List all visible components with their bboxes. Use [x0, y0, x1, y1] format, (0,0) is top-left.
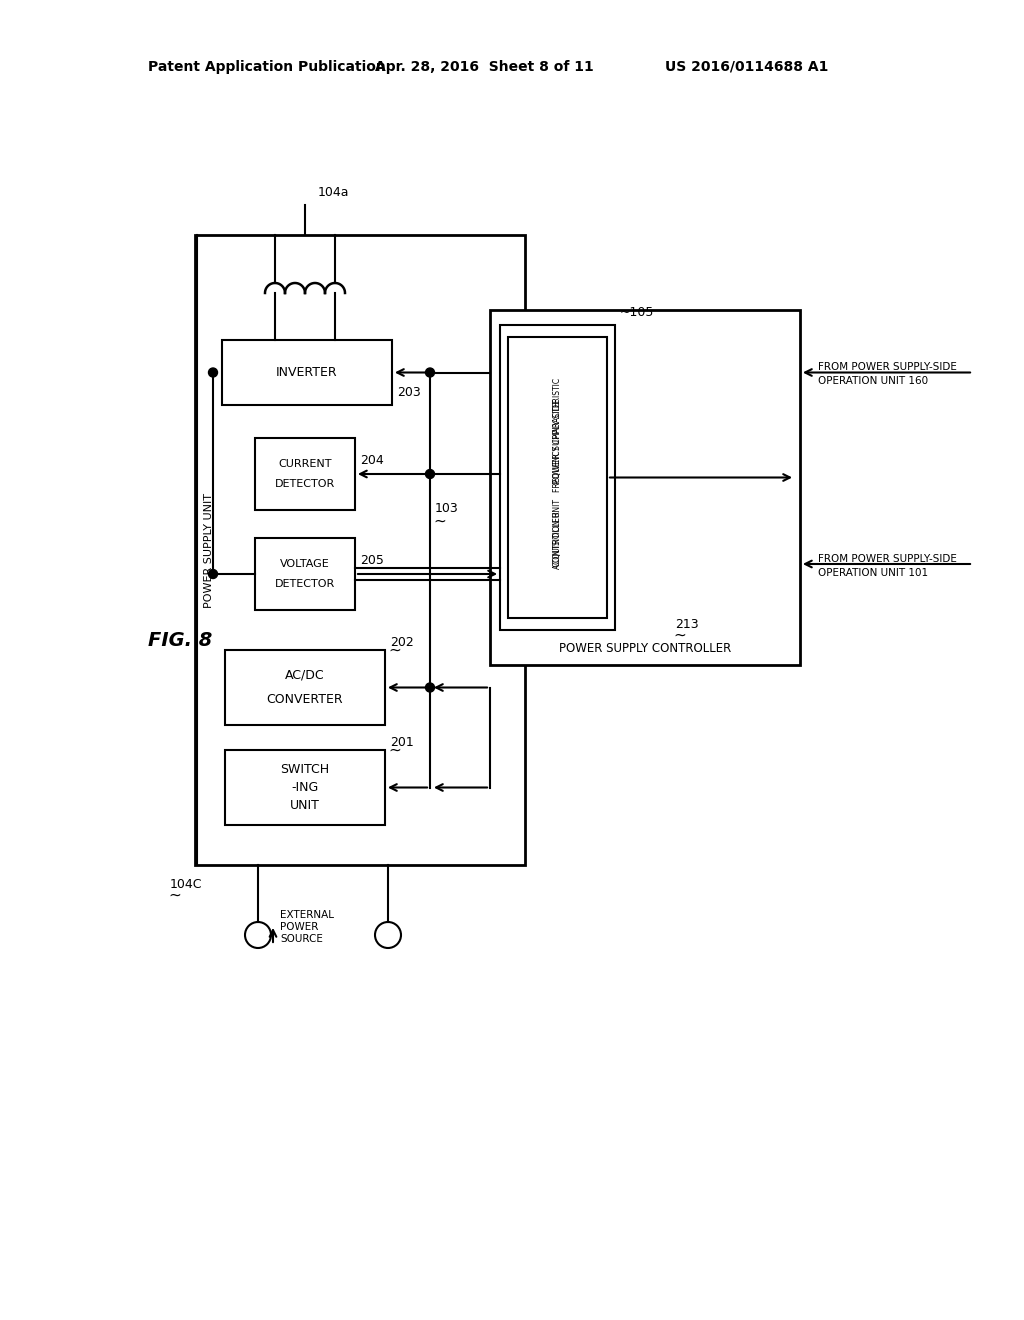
Text: Patent Application Publication: Patent Application Publication	[148, 59, 386, 74]
Text: OPERATION UNIT 101: OPERATION UNIT 101	[818, 568, 928, 578]
Text: POWER: POWER	[280, 921, 318, 932]
Text: POWER SUPPLY CONTROLLER: POWER SUPPLY CONTROLLER	[559, 643, 731, 656]
Bar	[508, 337, 607, 618]
Text: FREQUENCY CHARACTERISTIC: FREQUENCY CHARACTERISTIC	[553, 379, 562, 492]
Text: SWITCH: SWITCH	[281, 763, 330, 776]
Text: AC/DC: AC/DC	[286, 669, 325, 682]
Text: FROM POWER SUPPLY-SIDE: FROM POWER SUPPLY-SIDE	[818, 554, 956, 564]
Bar	[225, 649, 385, 725]
Text: FIG. 8: FIG. 8	[148, 631, 212, 649]
Circle shape	[426, 682, 434, 692]
Text: CONVERTER: CONVERTER	[266, 693, 343, 706]
Text: EXTERNAL: EXTERNAL	[280, 909, 334, 920]
Text: 104C: 104C	[170, 879, 203, 891]
Text: ~: ~	[388, 742, 400, 758]
Text: US 2016/0114688 A1: US 2016/0114688 A1	[665, 59, 828, 74]
Text: 104a: 104a	[318, 186, 349, 199]
Circle shape	[426, 470, 434, 479]
Text: ~: ~	[433, 513, 445, 528]
Circle shape	[426, 368, 434, 378]
Bar	[222, 341, 392, 405]
Text: POWER SUPPLY UNIT: POWER SUPPLY UNIT	[204, 492, 214, 607]
Text: -ING: -ING	[292, 781, 318, 795]
Text: 201: 201	[390, 735, 414, 748]
Text: DETECTOR: DETECTOR	[274, 479, 335, 488]
Text: ~105: ~105	[620, 306, 654, 319]
Text: CONTROLLER: CONTROLLER	[553, 510, 562, 566]
Bar	[195, 235, 525, 865]
Text: POWER SUPPLY-SIDE: POWER SUPPLY-SIDE	[553, 399, 562, 483]
Bar	[225, 750, 385, 825]
Text: 213: 213	[675, 619, 698, 631]
Text: CURRENT: CURRENT	[279, 459, 332, 469]
Bar	[255, 438, 355, 510]
Circle shape	[209, 569, 217, 578]
Text: ~: ~	[388, 643, 400, 657]
Text: 103: 103	[435, 503, 459, 516]
Text: 204: 204	[360, 454, 384, 466]
Text: 202: 202	[390, 635, 414, 648]
Text: INVERTER: INVERTER	[276, 366, 338, 379]
Text: Apr. 28, 2016  Sheet 8 of 11: Apr. 28, 2016 Sheet 8 of 11	[375, 59, 594, 74]
Bar	[500, 325, 615, 630]
Text: ACQUISITION UNIT: ACQUISITION UNIT	[553, 499, 562, 569]
Text: SOURCE: SOURCE	[280, 935, 323, 944]
Text: DETECTOR: DETECTOR	[274, 579, 335, 589]
Text: 205: 205	[360, 553, 384, 566]
Bar	[255, 539, 355, 610]
Circle shape	[209, 368, 217, 378]
Text: UNIT: UNIT	[290, 799, 319, 812]
Text: VOLTAGE: VOLTAGE	[281, 558, 330, 569]
Text: ~: ~	[168, 887, 181, 903]
Text: FROM POWER SUPPLY-SIDE: FROM POWER SUPPLY-SIDE	[818, 363, 956, 372]
Text: ~: ~	[673, 627, 686, 643]
Text: 203: 203	[397, 385, 421, 399]
Bar	[490, 310, 800, 665]
Text: OPERATION UNIT 160: OPERATION UNIT 160	[818, 376, 928, 387]
